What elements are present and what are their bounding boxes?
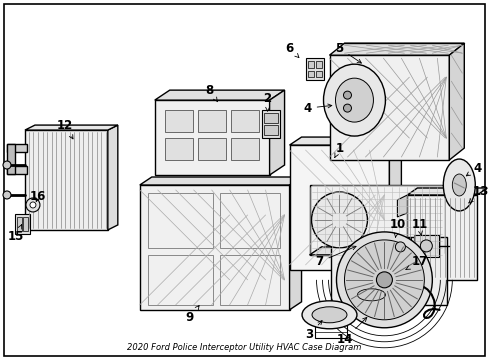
Text: 2: 2 xyxy=(264,92,271,111)
Text: 1: 1 xyxy=(335,141,343,157)
Bar xyxy=(231,138,259,160)
Text: 14: 14 xyxy=(336,318,367,346)
Text: 8: 8 xyxy=(206,84,218,102)
Circle shape xyxy=(376,272,392,288)
Bar xyxy=(7,166,27,174)
Bar xyxy=(7,144,27,152)
Polygon shape xyxy=(390,137,401,270)
Text: 7: 7 xyxy=(316,246,356,268)
Text: 2020 Ford Police Interceptor Utility HVAC Case Diagram: 2020 Ford Police Interceptor Utility HVA… xyxy=(127,343,362,352)
Bar xyxy=(140,185,290,310)
Text: 6: 6 xyxy=(286,42,299,58)
Circle shape xyxy=(420,240,432,252)
Bar xyxy=(310,185,444,255)
Text: 13: 13 xyxy=(468,185,490,203)
Circle shape xyxy=(343,91,351,99)
Bar xyxy=(197,138,226,160)
Bar xyxy=(155,100,270,175)
Ellipse shape xyxy=(336,78,373,122)
Bar xyxy=(316,61,321,68)
Text: 5: 5 xyxy=(335,42,362,63)
Bar xyxy=(290,145,390,270)
Text: 11: 11 xyxy=(411,219,427,235)
Ellipse shape xyxy=(302,301,357,329)
Bar xyxy=(231,110,259,132)
Bar xyxy=(308,61,314,68)
Text: 12: 12 xyxy=(57,118,73,139)
Bar xyxy=(7,144,15,174)
Circle shape xyxy=(3,161,11,169)
Ellipse shape xyxy=(323,64,386,136)
Bar xyxy=(25,130,108,230)
Polygon shape xyxy=(397,195,407,217)
Polygon shape xyxy=(449,43,465,160)
Ellipse shape xyxy=(443,159,475,211)
Circle shape xyxy=(312,192,368,248)
Bar xyxy=(15,214,30,234)
Circle shape xyxy=(344,240,424,320)
Polygon shape xyxy=(329,43,465,55)
Text: 17: 17 xyxy=(406,255,427,270)
Bar xyxy=(197,110,226,132)
Bar xyxy=(390,238,412,256)
Bar xyxy=(264,125,277,135)
Ellipse shape xyxy=(26,198,40,212)
Circle shape xyxy=(343,104,351,112)
Bar xyxy=(17,217,22,231)
Polygon shape xyxy=(310,247,456,255)
Polygon shape xyxy=(407,188,487,195)
Bar xyxy=(220,255,280,305)
Bar xyxy=(264,113,277,123)
Bar xyxy=(316,71,321,77)
Polygon shape xyxy=(270,90,285,175)
Bar xyxy=(407,195,477,280)
Text: 4: 4 xyxy=(466,162,481,176)
Text: 10: 10 xyxy=(389,219,406,237)
Polygon shape xyxy=(444,177,456,255)
Circle shape xyxy=(337,232,432,328)
Bar xyxy=(220,193,280,248)
Ellipse shape xyxy=(349,284,394,306)
Ellipse shape xyxy=(312,307,347,323)
Bar xyxy=(399,265,412,275)
Polygon shape xyxy=(397,270,407,285)
Text: 9: 9 xyxy=(186,306,199,324)
Text: 4: 4 xyxy=(303,102,332,114)
Bar xyxy=(329,55,449,160)
Bar xyxy=(308,71,314,77)
Bar xyxy=(415,235,440,257)
Polygon shape xyxy=(140,177,301,185)
Bar xyxy=(411,241,416,253)
Polygon shape xyxy=(290,137,401,145)
Bar xyxy=(262,110,280,138)
Polygon shape xyxy=(108,125,118,230)
Ellipse shape xyxy=(30,202,36,208)
Bar xyxy=(148,255,213,305)
Text: 15: 15 xyxy=(8,225,24,243)
Circle shape xyxy=(3,191,11,199)
Bar xyxy=(306,58,323,80)
Bar xyxy=(165,110,193,132)
Bar xyxy=(386,241,391,253)
Bar xyxy=(165,138,193,160)
Bar xyxy=(23,217,28,231)
Bar xyxy=(148,193,213,248)
Circle shape xyxy=(395,242,405,252)
Polygon shape xyxy=(155,90,285,100)
Text: 3: 3 xyxy=(305,320,322,341)
Text: 16: 16 xyxy=(30,190,46,203)
Ellipse shape xyxy=(452,174,466,196)
Bar xyxy=(332,237,447,305)
Polygon shape xyxy=(25,125,118,130)
Polygon shape xyxy=(290,177,301,310)
Ellipse shape xyxy=(358,289,386,301)
